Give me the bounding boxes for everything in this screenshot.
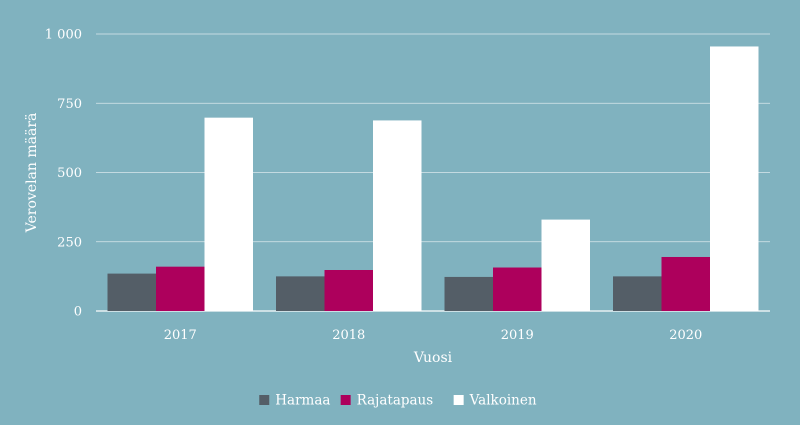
bar-valkoinen-2019 xyxy=(541,219,590,311)
y-axis-ticks: 0 250 500 750 1 000 xyxy=(45,28,82,320)
bar-rajatapaus-2018 xyxy=(324,270,373,311)
x-tick-label-2018: 2018 xyxy=(332,328,365,343)
bar-harmaa-2019 xyxy=(444,276,493,311)
bar-rajatapaus-2020 xyxy=(661,256,710,311)
y-tick-label: 0 xyxy=(74,305,82,320)
x-tick-label-2020: 2020 xyxy=(669,328,702,343)
bar-harmaa-2020 xyxy=(613,276,662,311)
legend-label: Harmaa xyxy=(275,393,330,409)
y-tick-label: 500 xyxy=(57,166,82,181)
y-tick-label: 250 xyxy=(57,235,82,250)
x-tick-label-2017: 2017 xyxy=(164,328,197,343)
y-axis-title: Verovelan määrä xyxy=(24,113,40,234)
bars xyxy=(107,46,759,312)
legend-swatch xyxy=(453,395,464,405)
legend-item-rajatapaus: Rajatapaus xyxy=(340,393,434,409)
legend-item-valkoinen: Valkoinen xyxy=(453,393,537,409)
x-axis-title: Vuosi xyxy=(413,350,453,366)
x-axis-ticks: 2017 2018 2019 2020 xyxy=(164,328,703,343)
y-tick-label: 1 000 xyxy=(45,28,82,43)
bar-harmaa-2017 xyxy=(107,273,156,311)
legend-item-harmaa: Harmaa xyxy=(259,393,330,409)
bar-valkoinen-2017 xyxy=(204,117,253,312)
y-tick-label: 750 xyxy=(57,97,82,112)
legend: Harmaa Rajatapaus Valkoinen xyxy=(259,393,537,409)
bar-valkoinen-2020 xyxy=(710,46,759,312)
bar-harmaa-2018 xyxy=(276,276,325,311)
bar-valkoinen-2018 xyxy=(373,120,422,311)
bar-rajatapaus-2019 xyxy=(493,267,542,311)
legend-swatch xyxy=(340,395,351,405)
legend-swatch xyxy=(259,395,270,405)
x-tick-label-2019: 2019 xyxy=(501,328,534,343)
bar-rajatapaus-2017 xyxy=(156,266,205,311)
legend-label: Rajatapaus xyxy=(357,393,434,409)
legend-label: Valkoinen xyxy=(469,393,537,409)
